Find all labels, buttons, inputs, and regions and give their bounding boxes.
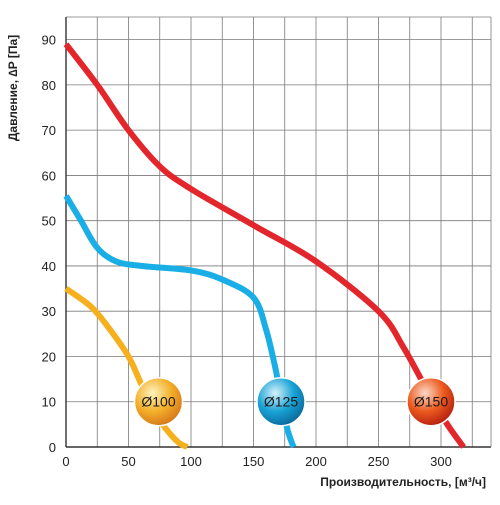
x-tick-label: 0 [62, 454, 69, 469]
x-tick-label: 100 [180, 454, 202, 469]
y-tick-label: 0 [49, 440, 56, 455]
y-tick-label: 70 [42, 123, 56, 138]
series-label-100: Ø100 [141, 394, 175, 410]
series-badge-100 [133, 376, 184, 427]
x-tick-label: 200 [305, 454, 327, 469]
y-axis-title: Давление, ∆P [Па] [6, 35, 20, 141]
x-tick-label: 250 [368, 454, 390, 469]
series-badge-125 [256, 376, 306, 427]
series-label-125: Ø125 [264, 394, 298, 410]
y-tick-label: 20 [42, 349, 56, 364]
x-tick-label: 150 [243, 454, 265, 469]
tick-labels: 0 50 100 150 200 250 300 0 10 20 30 40 50 60 70 80 90 [42, 33, 452, 469]
y-tick-label: 10 [42, 395, 56, 410]
series-line-100 [64, 286, 189, 450]
series-badge-150 [406, 376, 456, 427]
series-label-150: Ø150 [414, 394, 448, 410]
y-tick-label: 30 [42, 304, 56, 319]
x-tick-label: 300 [430, 454, 452, 469]
y-tick-label: 90 [42, 33, 56, 48]
y-tick-label: 80 [42, 78, 56, 93]
y-tick-label: 40 [42, 259, 56, 274]
y-tick-label: 60 [42, 168, 56, 183]
x-tick-label: 50 [121, 454, 135, 469]
grid [65, 16, 492, 448]
x-axis-title: Производительность, [м³/ч] [320, 475, 486, 489]
y-tick-label: 50 [42, 214, 56, 229]
series-badges: Ø100 Ø125 Ø150 [133, 376, 456, 427]
